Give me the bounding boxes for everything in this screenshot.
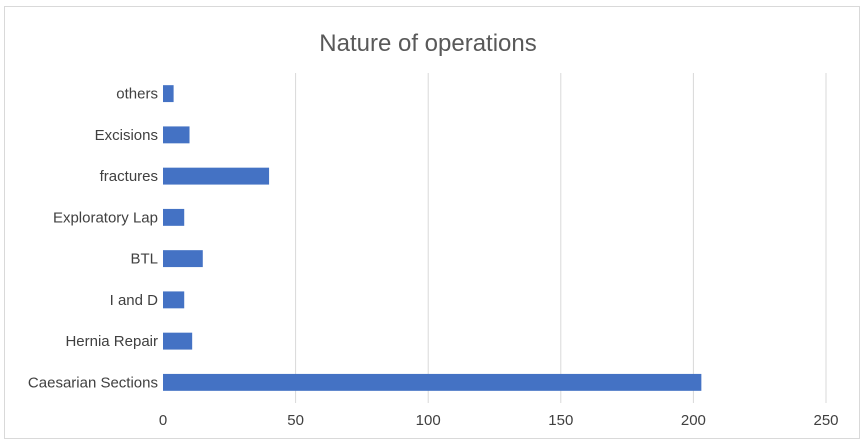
category-label: Hernia Repair <box>65 333 158 350</box>
bars <box>163 85 702 391</box>
x-tick-label: 250 <box>813 412 838 429</box>
bar <box>163 167 270 185</box>
bar <box>163 291 185 309</box>
bar <box>163 208 185 226</box>
category-label: I and D <box>110 292 159 309</box>
x-tick-label: 200 <box>681 412 706 429</box>
x-tick-labels: 0 50 100 150 200 250 <box>159 412 839 429</box>
x-tick-label: 0 <box>159 412 167 429</box>
chart-title: Nature of operations <box>319 30 536 57</box>
category-label: Caesarian Sections <box>28 374 158 391</box>
category-label: fractures <box>100 168 158 185</box>
bar <box>163 332 193 350</box>
bar <box>163 85 174 103</box>
category-labels: Caesarian Sections Hernia Repair I and D BT… <box>28 86 158 392</box>
category-label: Exploratory Lap <box>53 209 158 226</box>
gridlines <box>295 73 827 403</box>
bar <box>163 250 203 268</box>
category-label: others <box>116 86 158 103</box>
chart-frame <box>4 6 860 439</box>
x-tick-label: 100 <box>416 412 441 429</box>
category-label: Excisions <box>95 127 158 144</box>
x-tick-label: 150 <box>548 412 573 429</box>
bar <box>163 126 190 144</box>
bar <box>163 373 702 391</box>
category-label: BTL <box>130 251 158 268</box>
x-tick-label: 50 <box>287 412 304 429</box>
